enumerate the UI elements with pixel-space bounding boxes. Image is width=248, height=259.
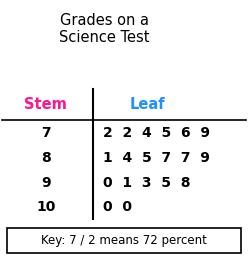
Text: 1  4  5  7  7  9: 1 4 5 7 7 9 xyxy=(103,151,210,165)
FancyBboxPatch shape xyxy=(7,228,241,253)
Text: Stem: Stem xyxy=(25,97,67,112)
Text: 10: 10 xyxy=(36,200,56,214)
Text: Leaf: Leaf xyxy=(130,97,165,112)
Text: Grades on a
Science Test: Grades on a Science Test xyxy=(59,13,149,45)
Text: 0  0: 0 0 xyxy=(103,200,132,214)
Text: 0  1  3  5  8: 0 1 3 5 8 xyxy=(103,176,190,190)
Text: Key: 7 / 2 means 72 percent: Key: 7 / 2 means 72 percent xyxy=(41,234,207,247)
Text: 9: 9 xyxy=(41,176,51,190)
Text: 8: 8 xyxy=(41,151,51,165)
Text: 7: 7 xyxy=(41,126,51,140)
Text: 2  2  4  5  6  9: 2 2 4 5 6 9 xyxy=(103,126,210,140)
